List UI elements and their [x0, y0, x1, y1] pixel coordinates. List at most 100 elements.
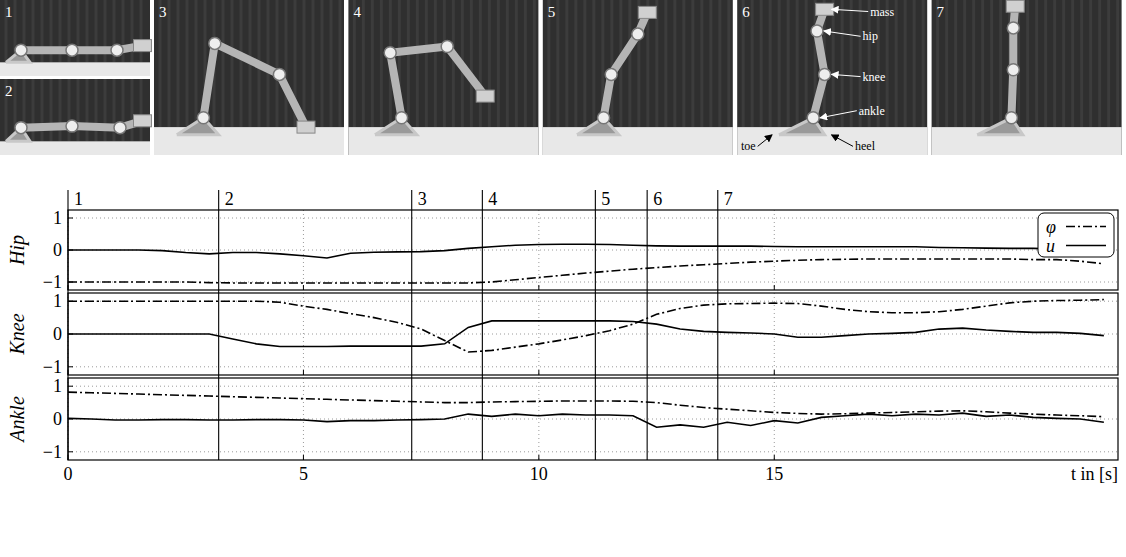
legend-label: φ: [1046, 217, 1056, 237]
wall-stripe: [330, 0, 333, 127]
phase-line: [67, 190, 68, 460]
wall-stripe: [565, 0, 568, 127]
wall-stripe: [913, 0, 916, 127]
robot-joint: [273, 68, 285, 80]
frame-number: 2: [5, 83, 13, 99]
wall-stripe: [832, 0, 835, 127]
grid-line: [303, 378, 304, 460]
wall-stripe: [778, 0, 781, 127]
series-line: [68, 392, 1104, 417]
photo-frame: 6masshipkneeankletoeheel: [737, 0, 927, 155]
series-line: [68, 321, 1104, 347]
phase-line: [411, 190, 412, 460]
wall-stripe: [709, 0, 712, 127]
floor: [0, 62, 150, 76]
x-tick: [774, 370, 775, 375]
panel: −101051015t in [s]Ankle: [6, 376, 1118, 484]
part-label: toe: [741, 139, 756, 153]
y-axis-title: Hip: [6, 235, 29, 266]
robot-joint: [441, 41, 453, 53]
robot-joint: [811, 25, 823, 37]
wall-stripe: [380, 0, 383, 127]
leader-arrow: [832, 135, 853, 147]
wall-stripe: [303, 0, 306, 127]
robot-joint: [605, 68, 617, 80]
part-label: knee: [863, 70, 886, 84]
wall-stripe: [628, 0, 631, 127]
photo-background: [0, 79, 150, 155]
phase-label: 6: [653, 189, 662, 209]
wall-stripe: [1107, 0, 1110, 127]
x-tick: [303, 285, 304, 290]
part-label: heel: [855, 139, 876, 153]
grid-line: [303, 293, 304, 375]
phase-line: [717, 190, 718, 460]
y-tick: [68, 366, 73, 367]
robot-mass: [134, 115, 152, 127]
wall-stripe: [488, 0, 491, 127]
part-label: ankle: [859, 104, 885, 118]
robot-joint: [111, 44, 123, 56]
wall-stripe: [751, 0, 754, 127]
wall-stripe: [850, 0, 853, 127]
wall-stripe: [104, 79, 107, 141]
x-tick: [303, 370, 304, 375]
grid-line: [68, 451, 1118, 452]
leader-arrow: [758, 135, 772, 147]
photo-background: [543, 0, 733, 155]
photo-background: [154, 0, 344, 155]
x-tick-label: 10: [530, 464, 548, 484]
wall-stripe: [1035, 0, 1038, 127]
phase-line: [482, 190, 483, 460]
photo-frame: 1: [0, 0, 152, 76]
robot-joint: [384, 47, 396, 59]
frame-number: 6: [742, 4, 750, 20]
wall-stripe: [425, 0, 428, 127]
wall-stripe: [895, 0, 898, 127]
robot-joint: [209, 37, 221, 49]
data-group: [68, 300, 1104, 352]
photo-frame: 7: [932, 0, 1122, 155]
photo-background: [932, 0, 1122, 155]
wall-stripe: [841, 0, 844, 127]
y-tick: [68, 386, 73, 387]
wall-stripe: [41, 79, 44, 141]
wall-stripe: [727, 0, 730, 127]
wall-stripe: [1080, 0, 1083, 127]
phase-line: [595, 190, 596, 460]
panel: −101Knee: [6, 291, 1118, 377]
leader-arrow: [832, 9, 869, 11]
data-group: [68, 244, 1104, 283]
robot-mass: [638, 6, 656, 18]
leader-arrow: [832, 74, 861, 76]
wall-stripe: [131, 79, 134, 141]
series-line: [68, 259, 1104, 283]
robot-joint: [15, 44, 27, 56]
wall-stripe: [32, 79, 35, 141]
wall-stripe: [312, 0, 315, 127]
series-line: [68, 413, 1104, 427]
wall-stripe: [886, 0, 889, 127]
wall-stripe: [50, 79, 53, 141]
phase-label: 5: [601, 189, 610, 209]
robot-joint: [15, 122, 27, 134]
robot-joint: [632, 28, 644, 40]
wall-stripe: [655, 0, 658, 127]
x-tick: [303, 455, 304, 460]
data-group: [68, 392, 1104, 427]
wall-stripe: [416, 0, 419, 127]
wall-stripe: [700, 0, 703, 127]
x-tick: [538, 370, 539, 375]
wall-stripe: [506, 0, 509, 127]
wall-stripe: [285, 0, 288, 127]
frame-number: 1: [5, 4, 13, 20]
legend-label: u: [1046, 236, 1055, 256]
frame-number: 4: [353, 4, 361, 20]
legend-swatch: [1066, 245, 1106, 247]
wall-stripe: [592, 0, 595, 127]
wall-stripe: [1053, 0, 1056, 127]
photo-background: [348, 0, 538, 155]
grid-line: [68, 366, 1118, 367]
part-label: hip: [863, 29, 878, 43]
wall-stripe: [963, 0, 966, 127]
